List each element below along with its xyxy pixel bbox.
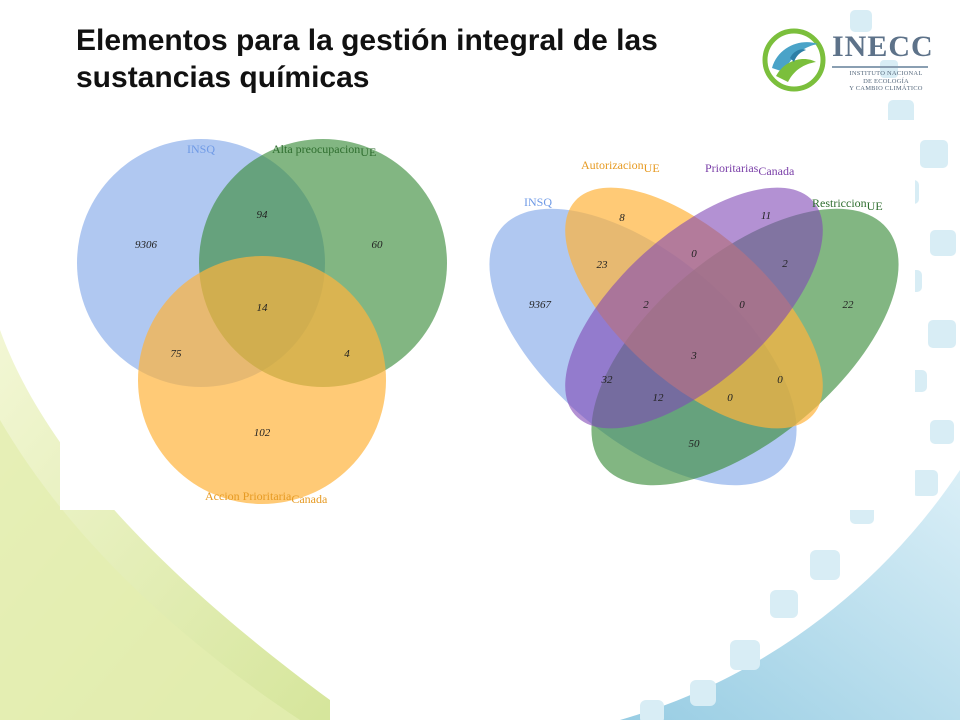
venn3-region-value: 4	[344, 348, 350, 360]
venn4-label-restriccion: RestriccionUE	[812, 196, 883, 213]
venn3-region-value: 14	[257, 302, 269, 314]
venn4-region-value: 0	[777, 374, 783, 386]
logo-subtitle: INSTITUTO NACIONAL DE ECOLOGÍA Y CAMBIO …	[840, 70, 932, 93]
venn4-ellipse-prioritarias	[565, 187, 823, 429]
venn3-region-value: 75	[171, 348, 183, 360]
slide-title: Elementos para la gestión integral de la…	[76, 24, 658, 94]
venn4-region-value: 23	[597, 259, 609, 271]
venn3-circle-accion-prioritaria	[138, 256, 386, 504]
venn4-region-value: 11	[761, 210, 771, 222]
venn4-region-value: 22	[843, 299, 855, 311]
venn4-region-value: 0	[739, 299, 745, 311]
logo-rule	[832, 66, 928, 68]
logo-subtitle-line: INSTITUTO NACIONAL	[849, 70, 923, 77]
venn4-region-value: 32	[601, 374, 614, 386]
background-blue-swoosh	[620, 470, 960, 720]
venn3-label-insq: INSQ	[187, 142, 215, 156]
venn4-region-value: 2	[643, 299, 649, 311]
venn3-region-value: 9306	[135, 239, 158, 251]
venn4-region-value: 9367	[529, 299, 552, 311]
inecc-logo: INECC INSTITUTO NACIONAL DE ECOLOGÍA Y C…	[762, 28, 934, 94]
venn4-region-value: 50	[689, 438, 701, 450]
venn4-region-value: 12	[653, 392, 665, 404]
venn3-region-value: 94	[257, 209, 269, 221]
leaf-logo-icon	[762, 28, 826, 92]
venn4-label-prioritarias: PrioritariasCanada	[705, 161, 795, 178]
venn4-label-autorizacion: AutorizacionUE	[581, 158, 660, 175]
venn3-label-alta-preocupacion: Alta preocupacionUE	[272, 142, 376, 159]
logo-subtitle-line: Y CAMBIO CLIMÁTICO	[849, 85, 923, 92]
venn4-region-value: 0	[727, 392, 733, 404]
venn4-label-insq: INSQ	[524, 195, 552, 209]
venn3-region-value: 60	[372, 239, 384, 251]
venn4-region-value: 2	[782, 258, 788, 270]
venn3-region-value: 102	[254, 427, 271, 439]
background-green-band	[0, 420, 300, 720]
venn3-label-accion-prioritaria: Accion PrioritariaCanada	[205, 489, 328, 506]
venn4-region-value: 8	[619, 212, 625, 224]
logo-name: INECC	[832, 30, 934, 63]
logo-subtitle-line: DE ECOLOGÍA	[863, 77, 909, 85]
venn4-region-value: 3	[690, 350, 697, 362]
venn4-region-value: 0	[691, 248, 697, 260]
